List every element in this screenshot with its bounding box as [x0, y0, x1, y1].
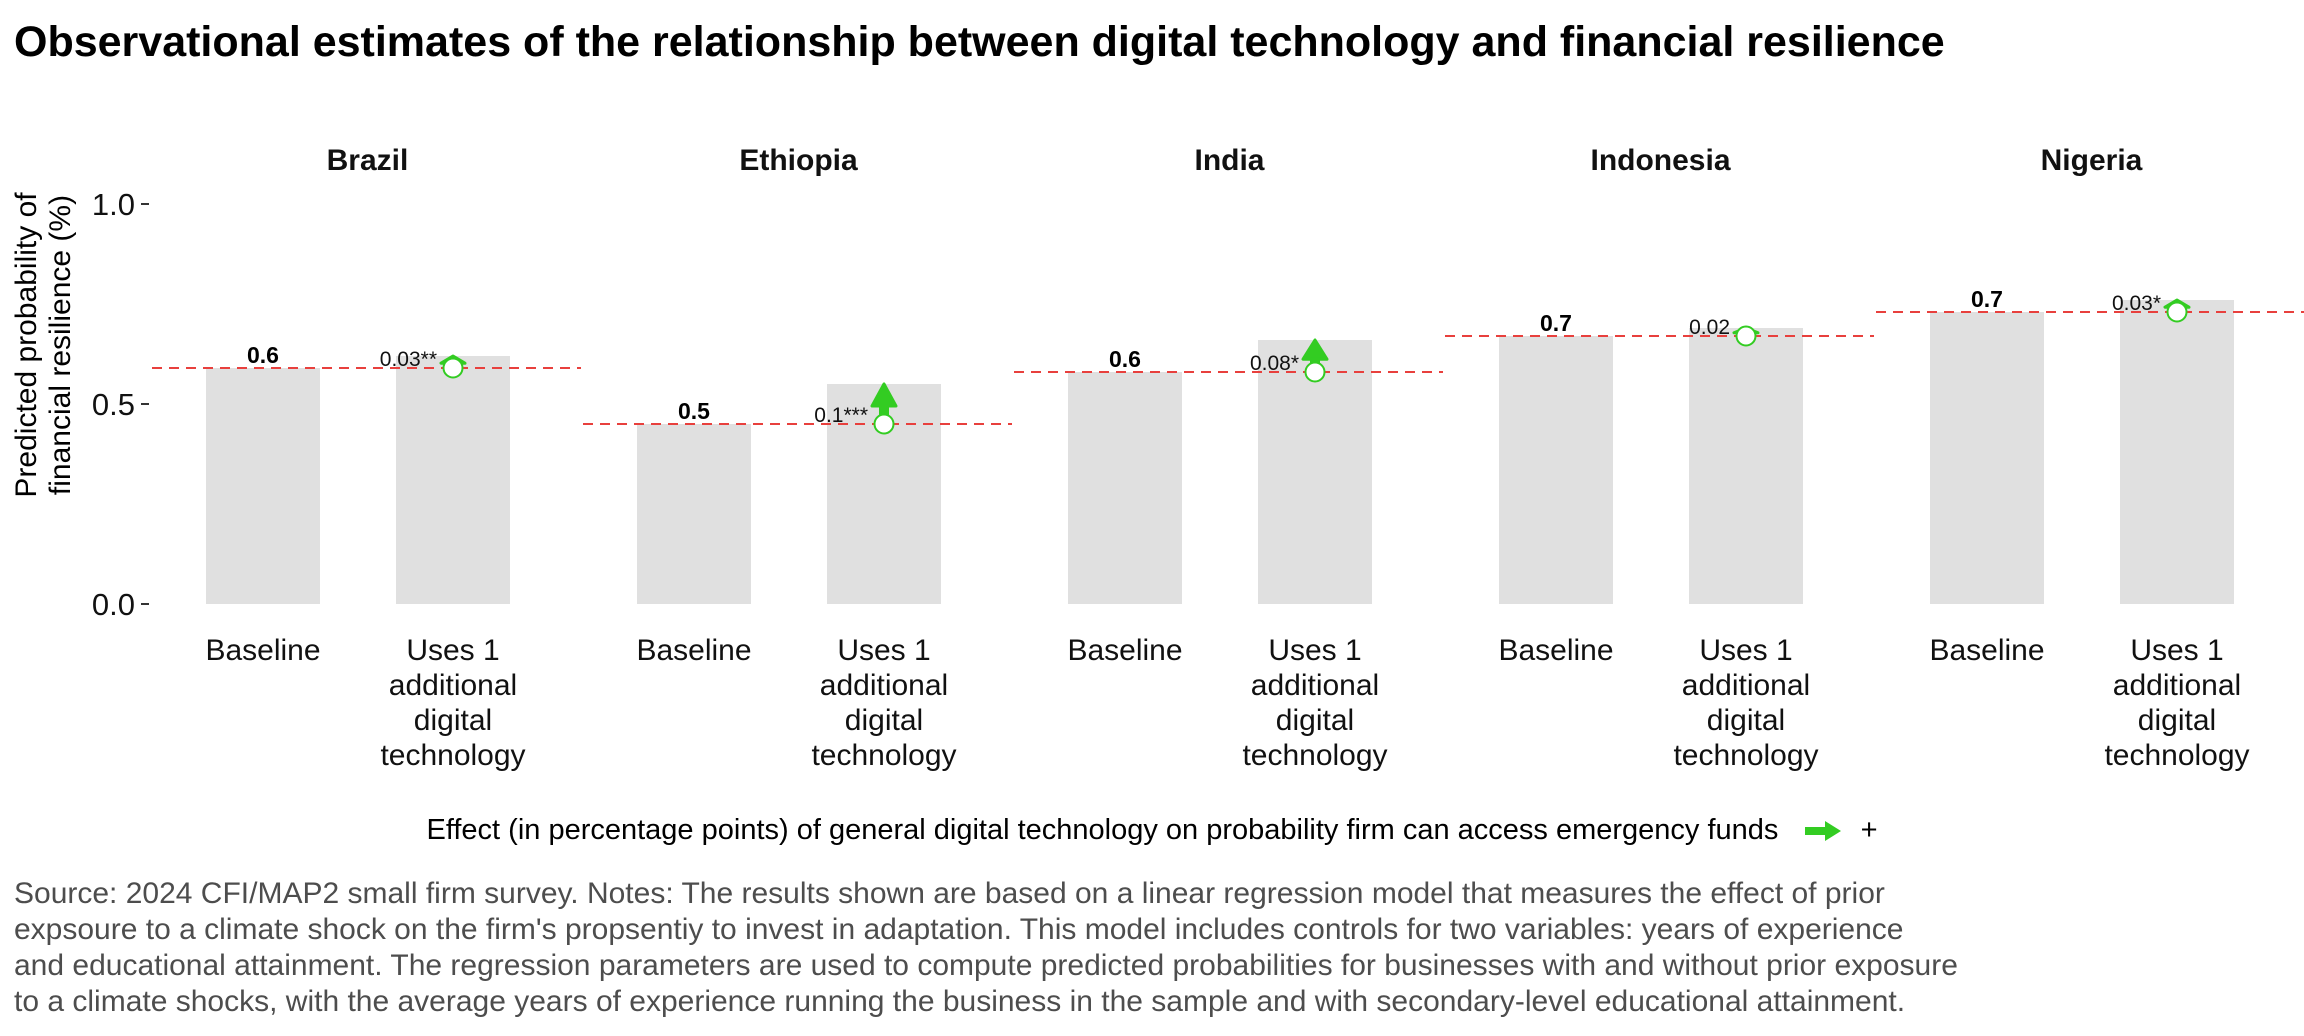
- effect-marker: [442, 357, 464, 379]
- bar-treated: [2120, 300, 2234, 604]
- baseline-value-label: 0.7: [1540, 310, 1572, 336]
- chart-title: Observational estimates of the relations…: [14, 18, 1945, 66]
- effect-label: 0.02: [1689, 316, 1730, 339]
- effect-arrow-head: [1301, 338, 1329, 361]
- panel-title: Brazil: [327, 144, 409, 177]
- x-tick-label-line: Baseline: [205, 634, 320, 667]
- x-tick-label: Baseline: [1067, 634, 1182, 667]
- panel-india: India 0.6 0.08* Baseline Uses 1 additional dig…: [1014, 144, 1443, 772]
- x-tick-label: Baseline: [636, 634, 751, 667]
- effect-label: 0.08*: [1250, 352, 1299, 375]
- x-tick-label-line: Uses 1: [1268, 634, 1361, 667]
- x-tick-label-line: additional: [2113, 669, 2241, 702]
- x-tick-label-line: technology: [2104, 739, 2249, 772]
- baseline-value-label: 0.6: [1109, 346, 1141, 372]
- x-tick-label-line: Baseline: [1067, 634, 1182, 667]
- baseline-value-label: 0.5: [678, 398, 710, 424]
- effect-label: 0.03*: [2112, 292, 2161, 315]
- y-tick-label: 0.5: [92, 387, 135, 422]
- panel-indonesia: Indonesia 0.7 0.02 Baseline Uses 1 additional…: [1445, 144, 1874, 772]
- legend-text: Effect (in percentage points) of general…: [426, 814, 1779, 846]
- panel-title: Ethiopia: [739, 144, 858, 177]
- x-tick-label-line: digital: [414, 704, 492, 737]
- panel-nigeria: Nigeria 0.7 0.03* Baseline Uses 1 additional d…: [1876, 144, 2304, 772]
- source-note-line: to a climate shocks, with the average ye…: [14, 985, 1906, 1018]
- x-tick-label: Baseline: [205, 634, 320, 667]
- x-tick-label-line: technology: [380, 739, 525, 772]
- legend-sign: +: [1860, 814, 1878, 846]
- x-tick-label-line: Uses 1: [1699, 634, 1792, 667]
- x-tick-label: Uses 1 additional digital technology: [380, 634, 525, 772]
- x-tick-label-line: technology: [811, 739, 956, 772]
- effect-label: 0.03**: [380, 348, 437, 371]
- x-tick-label: Uses 1 additional digital technology: [2104, 634, 2249, 772]
- x-tick-label-line: digital: [845, 704, 923, 737]
- x-tick-label-line: Baseline: [1498, 634, 1613, 667]
- x-tick-label-line: Uses 1: [837, 634, 930, 667]
- bar-treated: [1258, 340, 1372, 604]
- x-tick-label-line: additional: [1682, 669, 1810, 702]
- x-tick-label: Uses 1 additional digital technology: [811, 634, 956, 772]
- x-tick-label-line: additional: [389, 669, 517, 702]
- baseline-value-label: 0.7: [1971, 286, 2003, 312]
- y-axis-label-line: Predicted probability of: [10, 192, 43, 498]
- x-tick-label: Uses 1 additional digital technology: [1242, 634, 1387, 772]
- effect-marker: [2166, 301, 2188, 323]
- x-tick-label-line: digital: [2138, 704, 2216, 737]
- panel-title: Indonesia: [1590, 144, 1730, 177]
- bar-treated: [396, 356, 510, 604]
- x-tick-label-line: digital: [1707, 704, 1785, 737]
- x-tick-label-line: additional: [820, 669, 948, 702]
- x-tick-label-line: Baseline: [636, 634, 751, 667]
- baseline-value-label: 0.6: [247, 342, 279, 368]
- chart-plot: 0.0 0.5 1.0 Predicted probability offinanci…: [10, 144, 2304, 772]
- source-note: Source: 2024 CFI/MAP2 small firm survey.…: [14, 876, 2284, 1020]
- x-tick-label-line: digital: [1276, 704, 1354, 737]
- x-tick-label-line: Uses 1: [2130, 634, 2223, 667]
- x-tick-label-line: Baseline: [1929, 634, 2044, 667]
- x-tick-label-line: technology: [1242, 739, 1387, 772]
- bar-baseline: [1068, 372, 1182, 604]
- panel-title: India: [1194, 144, 1264, 177]
- effect-label: 0.1***: [814, 404, 868, 427]
- y-axis-label-line: financial resilience (%): [44, 195, 77, 495]
- effect-marker: [873, 413, 895, 435]
- x-tick-label: Uses 1 additional digital technology: [1673, 634, 1818, 772]
- legend: Effect (in percentage points) of general…: [0, 814, 2304, 847]
- legend-arrow-icon: [1804, 821, 1841, 842]
- effect-arrow-head: [870, 382, 898, 408]
- bar-baseline: [1930, 312, 2044, 604]
- panel-ethiopia: Ethiopia 0.5 0.1*** Baseline Uses 1 additiona…: [583, 144, 1012, 772]
- bar-baseline: [206, 368, 320, 604]
- effect-marker: [1304, 361, 1326, 383]
- y-tick-label: 1.0: [92, 187, 135, 222]
- bar-treated: [1689, 328, 1803, 604]
- source-note-line: and educational attainment. The regressi…: [14, 949, 1958, 982]
- x-tick-label-line: additional: [1251, 669, 1379, 702]
- x-tick-label-line: technology: [1673, 739, 1818, 772]
- panel-brazil: Brazil 0.6 0.03** Baseline Uses 1 additional d…: [152, 144, 581, 772]
- x-tick-label-line: Uses 1: [406, 634, 499, 667]
- effect-marker: [1735, 325, 1757, 347]
- bar-baseline: [637, 424, 751, 604]
- source-note-line: Source: 2024 CFI/MAP2 small firm survey.…: [14, 877, 1885, 910]
- x-tick-label: Baseline: [1498, 634, 1613, 667]
- source-note-line: expsoure to a climate shock on the firm'…: [14, 913, 1904, 946]
- x-tick-label: Baseline: [1929, 634, 2044, 667]
- y-tick-label: 0.0: [92, 587, 135, 622]
- panel-title: Nigeria: [2041, 144, 2143, 177]
- bar-baseline: [1499, 336, 1613, 604]
- y-axis-label: Predicted probability offinancial resili…: [10, 192, 77, 498]
